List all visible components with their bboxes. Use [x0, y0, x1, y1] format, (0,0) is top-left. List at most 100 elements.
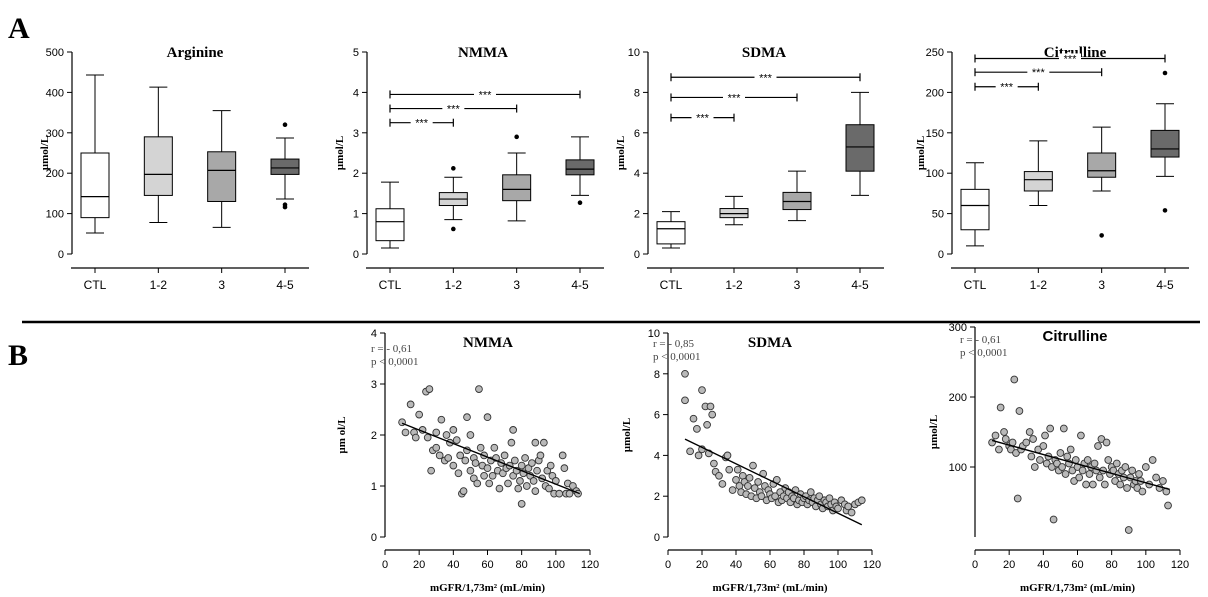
data-point	[689, 414, 698, 423]
box-iqr	[960, 188, 990, 231]
outlier-point	[282, 122, 288, 128]
y-tick-label: 50	[932, 209, 944, 221]
box-iqr	[656, 221, 686, 245]
data-point	[1124, 526, 1133, 534]
data-point	[1010, 375, 1019, 384]
chart-title: NMMA	[458, 45, 508, 61]
data-point	[771, 492, 779, 501]
x-tick-label: 3	[513, 278, 520, 292]
y-axis-label: µmol/L	[39, 136, 51, 170]
chart-title: Arginine	[167, 45, 224, 61]
x-tick-label: 4-5	[276, 278, 294, 292]
x-tick-label: 4-5	[571, 278, 589, 292]
data-point	[1012, 449, 1020, 457]
y-tick-label: 2	[654, 491, 660, 503]
x-tick-label: 100	[829, 559, 847, 571]
data-point	[437, 415, 446, 424]
data-point	[1048, 463, 1056, 471]
box-3	[782, 170, 812, 222]
data-point	[507, 438, 516, 447]
outlier-point	[282, 204, 288, 210]
data-point	[1138, 487, 1147, 496]
data-point	[555, 489, 564, 498]
box-4-5	[1150, 70, 1180, 213]
data-point	[504, 479, 512, 488]
data-point	[744, 482, 752, 490]
y-axis-label: µm ol/L	[336, 416, 348, 453]
x-tick-label: 1-2	[725, 278, 743, 292]
data-point	[495, 484, 504, 493]
data-point	[1164, 501, 1172, 510]
data-point	[723, 451, 732, 460]
data-point	[432, 428, 441, 437]
data-point	[406, 400, 415, 409]
data-point	[488, 471, 497, 480]
y-axis-label: µmol/L	[621, 418, 633, 452]
x-tick-label: 20	[696, 559, 708, 571]
data-point	[1061, 470, 1070, 478]
significance-label-bg	[1027, 67, 1050, 78]
significance-label-bg	[410, 117, 433, 128]
data-point	[745, 473, 754, 482]
data-point	[466, 431, 475, 439]
outlier-point	[1162, 208, 1168, 213]
data-point	[715, 471, 723, 480]
data-point	[1041, 431, 1049, 440]
box-iqr	[502, 174, 532, 202]
data-point	[1001, 435, 1010, 443]
data-point	[1148, 456, 1157, 464]
box-3	[502, 134, 532, 222]
data-point	[1123, 484, 1131, 492]
significance-label-bg	[1059, 53, 1081, 64]
x-tick-label: 4-5	[1156, 278, 1174, 292]
data-point	[991, 431, 1000, 440]
x-tick-label: 1-2	[150, 278, 168, 292]
data-point	[476, 443, 485, 452]
data-point	[1068, 466, 1077, 475]
box-1-2	[143, 86, 173, 223]
significance-label-bg	[474, 89, 496, 100]
data-point	[725, 465, 734, 474]
data-point	[516, 477, 524, 485]
x-tick-label: 1-2	[445, 278, 463, 292]
data-point	[560, 464, 569, 473]
data-point	[1066, 445, 1075, 454]
significance-label-bg	[691, 112, 714, 123]
data-point	[681, 396, 689, 405]
y-tick-label: 8	[654, 369, 660, 381]
significance-label: ***	[479, 89, 493, 101]
box-3	[1087, 126, 1117, 238]
y-tick-label: 150	[926, 128, 944, 140]
data-point	[733, 465, 742, 474]
chart-0: Arginine µmol/L 0 100 200 300 400 500 CTL 1-2 3 4-5	[39, 45, 309, 292]
data-point	[706, 402, 715, 411]
data-point	[1000, 428, 1008, 436]
x-tick-label: 60	[1071, 559, 1083, 571]
data-point	[1082, 480, 1090, 489]
panel-a-label: A	[8, 12, 30, 45]
data-point	[509, 426, 517, 434]
stat-p: p < 0,0001	[371, 356, 418, 368]
data-point	[1152, 473, 1160, 482]
x-tick-label: 80	[1106, 559, 1118, 571]
data-point	[514, 484, 523, 493]
y-tick-label: 10	[648, 328, 660, 340]
data-point	[1097, 435, 1106, 443]
data-point	[1013, 494, 1022, 503]
x-axis-label: mGFR/1,73m² (mL/min)	[430, 582, 545, 594]
data-point	[485, 479, 494, 488]
box-1-2	[1023, 140, 1053, 207]
box-iqr	[143, 136, 173, 196]
data-point	[500, 451, 509, 460]
x-tick-label: 40	[730, 559, 742, 571]
data-point	[1078, 466, 1087, 475]
data-point	[463, 413, 471, 422]
box-iqr	[207, 151, 237, 202]
stat-p: p < 0,0001	[960, 347, 1007, 359]
box-CTL	[80, 74, 110, 234]
data-point	[1058, 463, 1066, 471]
y-tick-label: 400	[46, 87, 64, 99]
data-point	[1053, 459, 1061, 468]
